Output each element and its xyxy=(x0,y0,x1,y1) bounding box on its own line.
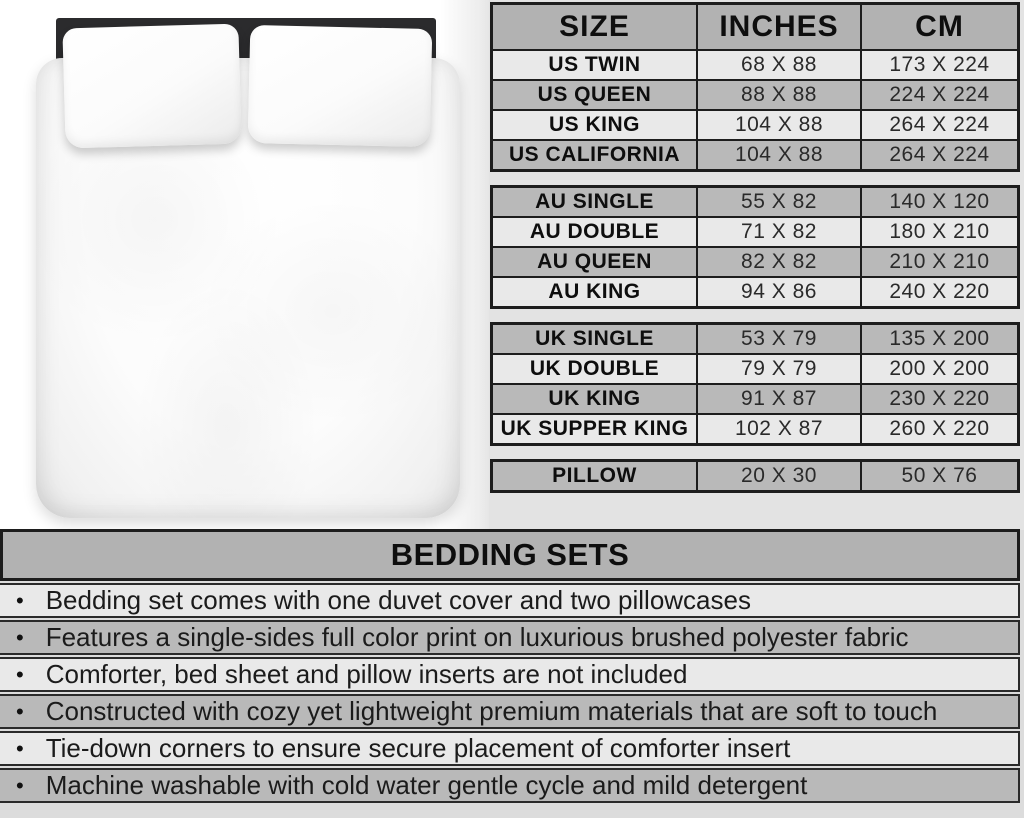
table-row: AU QUEEN 82 X 82 210 X 210 xyxy=(493,246,1017,276)
bedding-sets-header: BEDDING SETS xyxy=(0,529,1020,581)
feature-row: • Bedding set comes with one duvet cover… xyxy=(0,583,1020,618)
inches-cell: 94 X 86 xyxy=(696,278,860,306)
inches-cell: 91 X 87 xyxy=(696,385,860,413)
cm-cell: 135 X 200 xyxy=(860,325,1017,353)
table-row: AU KING 94 X 86 240 X 220 xyxy=(493,276,1017,306)
table-row: UK SINGLE 53 X 79 135 X 200 xyxy=(493,325,1017,353)
size-name-cell: US CALIFORNIA xyxy=(509,143,680,166)
inches-cell: 55 X 82 xyxy=(696,188,860,216)
size-name-cell: AU DOUBLE xyxy=(529,220,660,243)
column-header-inches: INCHES xyxy=(696,5,860,49)
feature-text: Machine washable with cold water gentle … xyxy=(45,770,808,800)
table-row: PILLOW 20 X 30 50 X 76 xyxy=(493,462,1017,490)
bed-photo xyxy=(0,0,489,530)
table-row: AU SINGLE 55 X 82 140 X 120 xyxy=(493,188,1017,216)
size-name-cell: AU SINGLE xyxy=(535,190,654,213)
size-name-cell: UK KING xyxy=(548,387,641,410)
cm-cell: 210 X 210 xyxy=(860,248,1017,276)
inches-cell: 104 X 88 xyxy=(696,141,860,169)
size-name-cell: UK SINGLE xyxy=(535,327,654,350)
feature-row: • Tie-down corners to ensure secure plac… xyxy=(0,731,1020,766)
pillow-right xyxy=(247,24,433,148)
cm-cell: 264 X 224 xyxy=(860,111,1017,139)
table-row: US KING 104 X 88 264 X 224 xyxy=(493,109,1017,139)
table-row: US QUEEN 88 X 88 224 X 224 xyxy=(493,79,1017,109)
inches-cell: 53 X 79 xyxy=(696,325,860,353)
table-row: UK SUPPER KING 102 X 87 260 X 220 xyxy=(493,413,1017,443)
inches-cell: 68 X 88 xyxy=(696,51,860,79)
table-row: US CALIFORNIA 104 X 88 264 X 224 xyxy=(493,139,1017,169)
bullet-icon: • xyxy=(16,587,24,613)
feature-row: • Features a single-sides full color pri… xyxy=(0,620,1020,655)
bullet-icon: • xyxy=(16,735,24,761)
column-header-size: SIZE xyxy=(559,10,630,43)
pillow-size-block: PILLOW 20 X 30 50 X 76 xyxy=(490,459,1020,493)
cm-cell: 180 X 210 xyxy=(860,218,1017,246)
column-header-cm: CM xyxy=(860,5,1017,49)
feature-row: • Comforter, bed sheet and pillow insert… xyxy=(0,657,1020,692)
size-name-cell: AU QUEEN xyxy=(537,250,652,273)
table-row: UK KING 91 X 87 230 X 220 xyxy=(493,383,1017,413)
bullet-icon: • xyxy=(16,772,24,798)
table-header-row: SIZE INCHES CM xyxy=(493,5,1017,49)
feature-row: • Machine washable with cold water gentl… xyxy=(0,768,1020,803)
table-row: AU DOUBLE 71 X 82 180 X 210 xyxy=(493,216,1017,246)
size-name-cell: US KING xyxy=(548,113,640,136)
size-name-cell: AU KING xyxy=(548,280,641,303)
feature-row: • Constructed with cozy yet lightweight … xyxy=(0,694,1020,729)
inches-cell: 88 X 88 xyxy=(696,81,860,109)
pillow-left xyxy=(62,23,242,149)
bullet-icon: • xyxy=(16,624,24,650)
bullet-icon: • xyxy=(16,661,24,687)
feature-text: Tie-down corners to ensure secure placem… xyxy=(45,733,791,763)
feature-text: Bedding set comes with one duvet cover a… xyxy=(45,585,751,615)
table-row: UK DOUBLE 79 X 79 200 X 200 xyxy=(493,353,1017,383)
size-name-cell: US QUEEN xyxy=(537,83,652,106)
cm-cell: 173 X 224 xyxy=(860,51,1017,79)
size-name-cell: PILLOW xyxy=(552,464,637,487)
cm-cell: 240 X 220 xyxy=(860,278,1017,306)
us-sizes-block: SIZE INCHES CM US TWIN 68 X 88 173 X 224… xyxy=(490,2,1020,172)
inches-cell: 20 X 30 xyxy=(696,462,860,490)
cm-cell: 140 X 120 xyxy=(860,188,1017,216)
inches-cell: 71 X 82 xyxy=(696,218,860,246)
bedding-sets-title: BEDDING SETS xyxy=(390,537,630,572)
bedding-sets-section: BEDDING SETS • Bedding set comes with on… xyxy=(0,529,1020,803)
au-sizes-block: AU SINGLE 55 X 82 140 X 120 AU DOUBLE 71… xyxy=(490,185,1020,309)
inches-cell: 104 X 88 xyxy=(696,111,860,139)
size-name-cell: UK DOUBLE xyxy=(529,357,660,380)
size-name-cell: UK SUPPER KING xyxy=(500,417,689,440)
inches-cell: 79 X 79 xyxy=(696,355,860,383)
cm-cell: 264 X 224 xyxy=(860,141,1017,169)
cm-cell: 200 X 200 xyxy=(860,355,1017,383)
uk-sizes-block: UK SINGLE 53 X 79 135 X 200 UK DOUBLE 79… xyxy=(490,322,1020,446)
size-name-cell: US TWIN xyxy=(548,53,641,76)
cm-cell: 230 X 220 xyxy=(860,385,1017,413)
inches-cell: 82 X 82 xyxy=(696,248,860,276)
inches-cell: 102 X 87 xyxy=(696,415,860,443)
feature-text: Comforter, bed sheet and pillow inserts … xyxy=(45,659,688,689)
cm-cell: 50 X 76 xyxy=(860,462,1017,490)
size-chart-panel: SIZE INCHES CM US TWIN 68 X 88 173 X 224… xyxy=(489,0,1024,530)
table-row: US TWIN 68 X 88 173 X 224 xyxy=(493,49,1017,79)
feature-text: Features a single-sides full color print… xyxy=(45,622,909,652)
bullet-icon: • xyxy=(16,698,24,724)
feature-text: Constructed with cozy yet lightweight pr… xyxy=(45,696,938,726)
cm-cell: 260 X 220 xyxy=(860,415,1017,443)
cm-cell: 224 X 224 xyxy=(860,81,1017,109)
size-chart-table: SIZE INCHES CM US TWIN 68 X 88 173 X 224… xyxy=(490,2,1020,506)
